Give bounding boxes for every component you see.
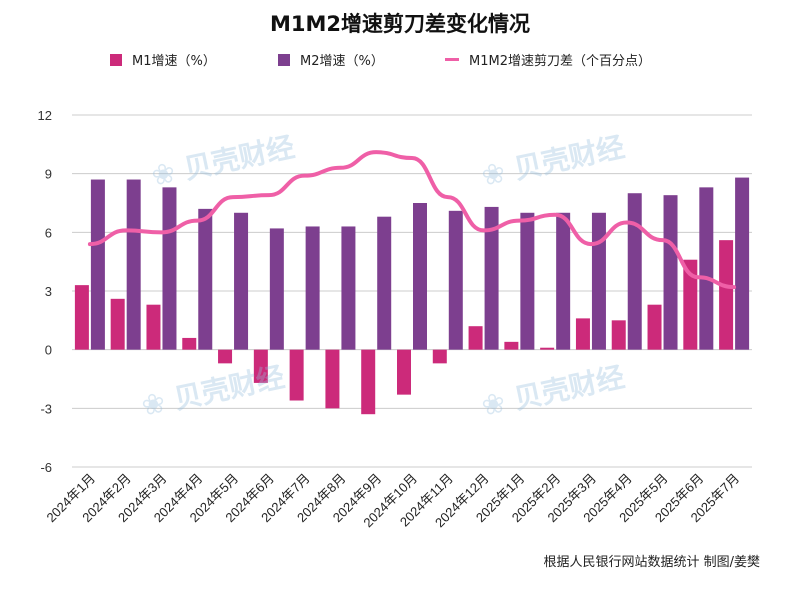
m1-bar	[146, 304, 161, 350]
y-tick-label: -3	[40, 401, 52, 416]
legend-swatch-m2	[278, 53, 290, 66]
m2-bar	[126, 179, 141, 350]
m2-bar	[448, 210, 463, 350]
m2-bar	[305, 226, 320, 350]
m2-bar	[234, 212, 249, 350]
legend-swatch-spread	[445, 58, 459, 61]
m2-bar	[735, 177, 750, 350]
y-tick-label: 12	[38, 108, 52, 123]
y-tick-label: 0	[45, 343, 52, 358]
m2-bar	[341, 226, 356, 350]
legend-item-m2: M2增速（%）	[278, 50, 384, 69]
m1-bar	[110, 298, 125, 350]
m2-bar	[162, 187, 177, 350]
m2-bar	[591, 212, 606, 350]
legend-swatch-m1	[110, 53, 122, 66]
m2-bar	[699, 187, 714, 350]
m1-bar	[74, 285, 89, 350]
m1-bar	[540, 347, 555, 350]
m2-bar	[377, 216, 392, 350]
y-tick-label: 9	[45, 167, 52, 182]
legend-item-spread: M1M2增速剪刀差（个百分点）	[445, 50, 651, 69]
m1-bar	[575, 318, 590, 350]
m1-bar	[468, 326, 483, 350]
spread-line	[87, 150, 737, 290]
m1-bar	[253, 349, 268, 383]
source-note: 根据人民银行网站数据统计 制图/姜樊	[543, 555, 760, 570]
legend-label-m1: M1增速（%）	[132, 54, 216, 69]
m2-bar	[627, 193, 642, 350]
m2-bar	[484, 206, 499, 350]
m2-bar	[90, 179, 105, 350]
m2-bar	[556, 212, 571, 350]
m2-bar	[520, 212, 535, 350]
m1-bar	[325, 349, 340, 409]
legend-label-m2: M2增速（%）	[300, 54, 384, 69]
m1-bar	[218, 349, 233, 364]
legend-item-m1: M1增速（%）	[110, 50, 216, 69]
m1-bar	[683, 259, 698, 350]
y-tick-label: -6	[40, 460, 52, 475]
chart-title: M1M2增速剪刀差变化情况	[269, 12, 531, 36]
legend-label-spread: M1M2增速剪刀差（个百分点）	[469, 54, 651, 69]
m1-bar	[504, 341, 519, 350]
m1-bar	[361, 349, 376, 415]
m1-bar	[432, 349, 447, 364]
m1-bar	[182, 337, 197, 350]
m2-bar	[198, 208, 213, 350]
m1-bar	[289, 349, 304, 401]
y-tick-label: 3	[45, 284, 52, 299]
m1-bar	[611, 320, 626, 350]
m2-bar	[413, 203, 427, 350]
m1-bar	[719, 240, 734, 350]
y-tick-label: 6	[45, 225, 52, 240]
m1-bar	[397, 349, 411, 395]
m2-bar	[663, 195, 678, 350]
m1-bar	[647, 304, 662, 350]
m2-bar	[269, 228, 284, 350]
